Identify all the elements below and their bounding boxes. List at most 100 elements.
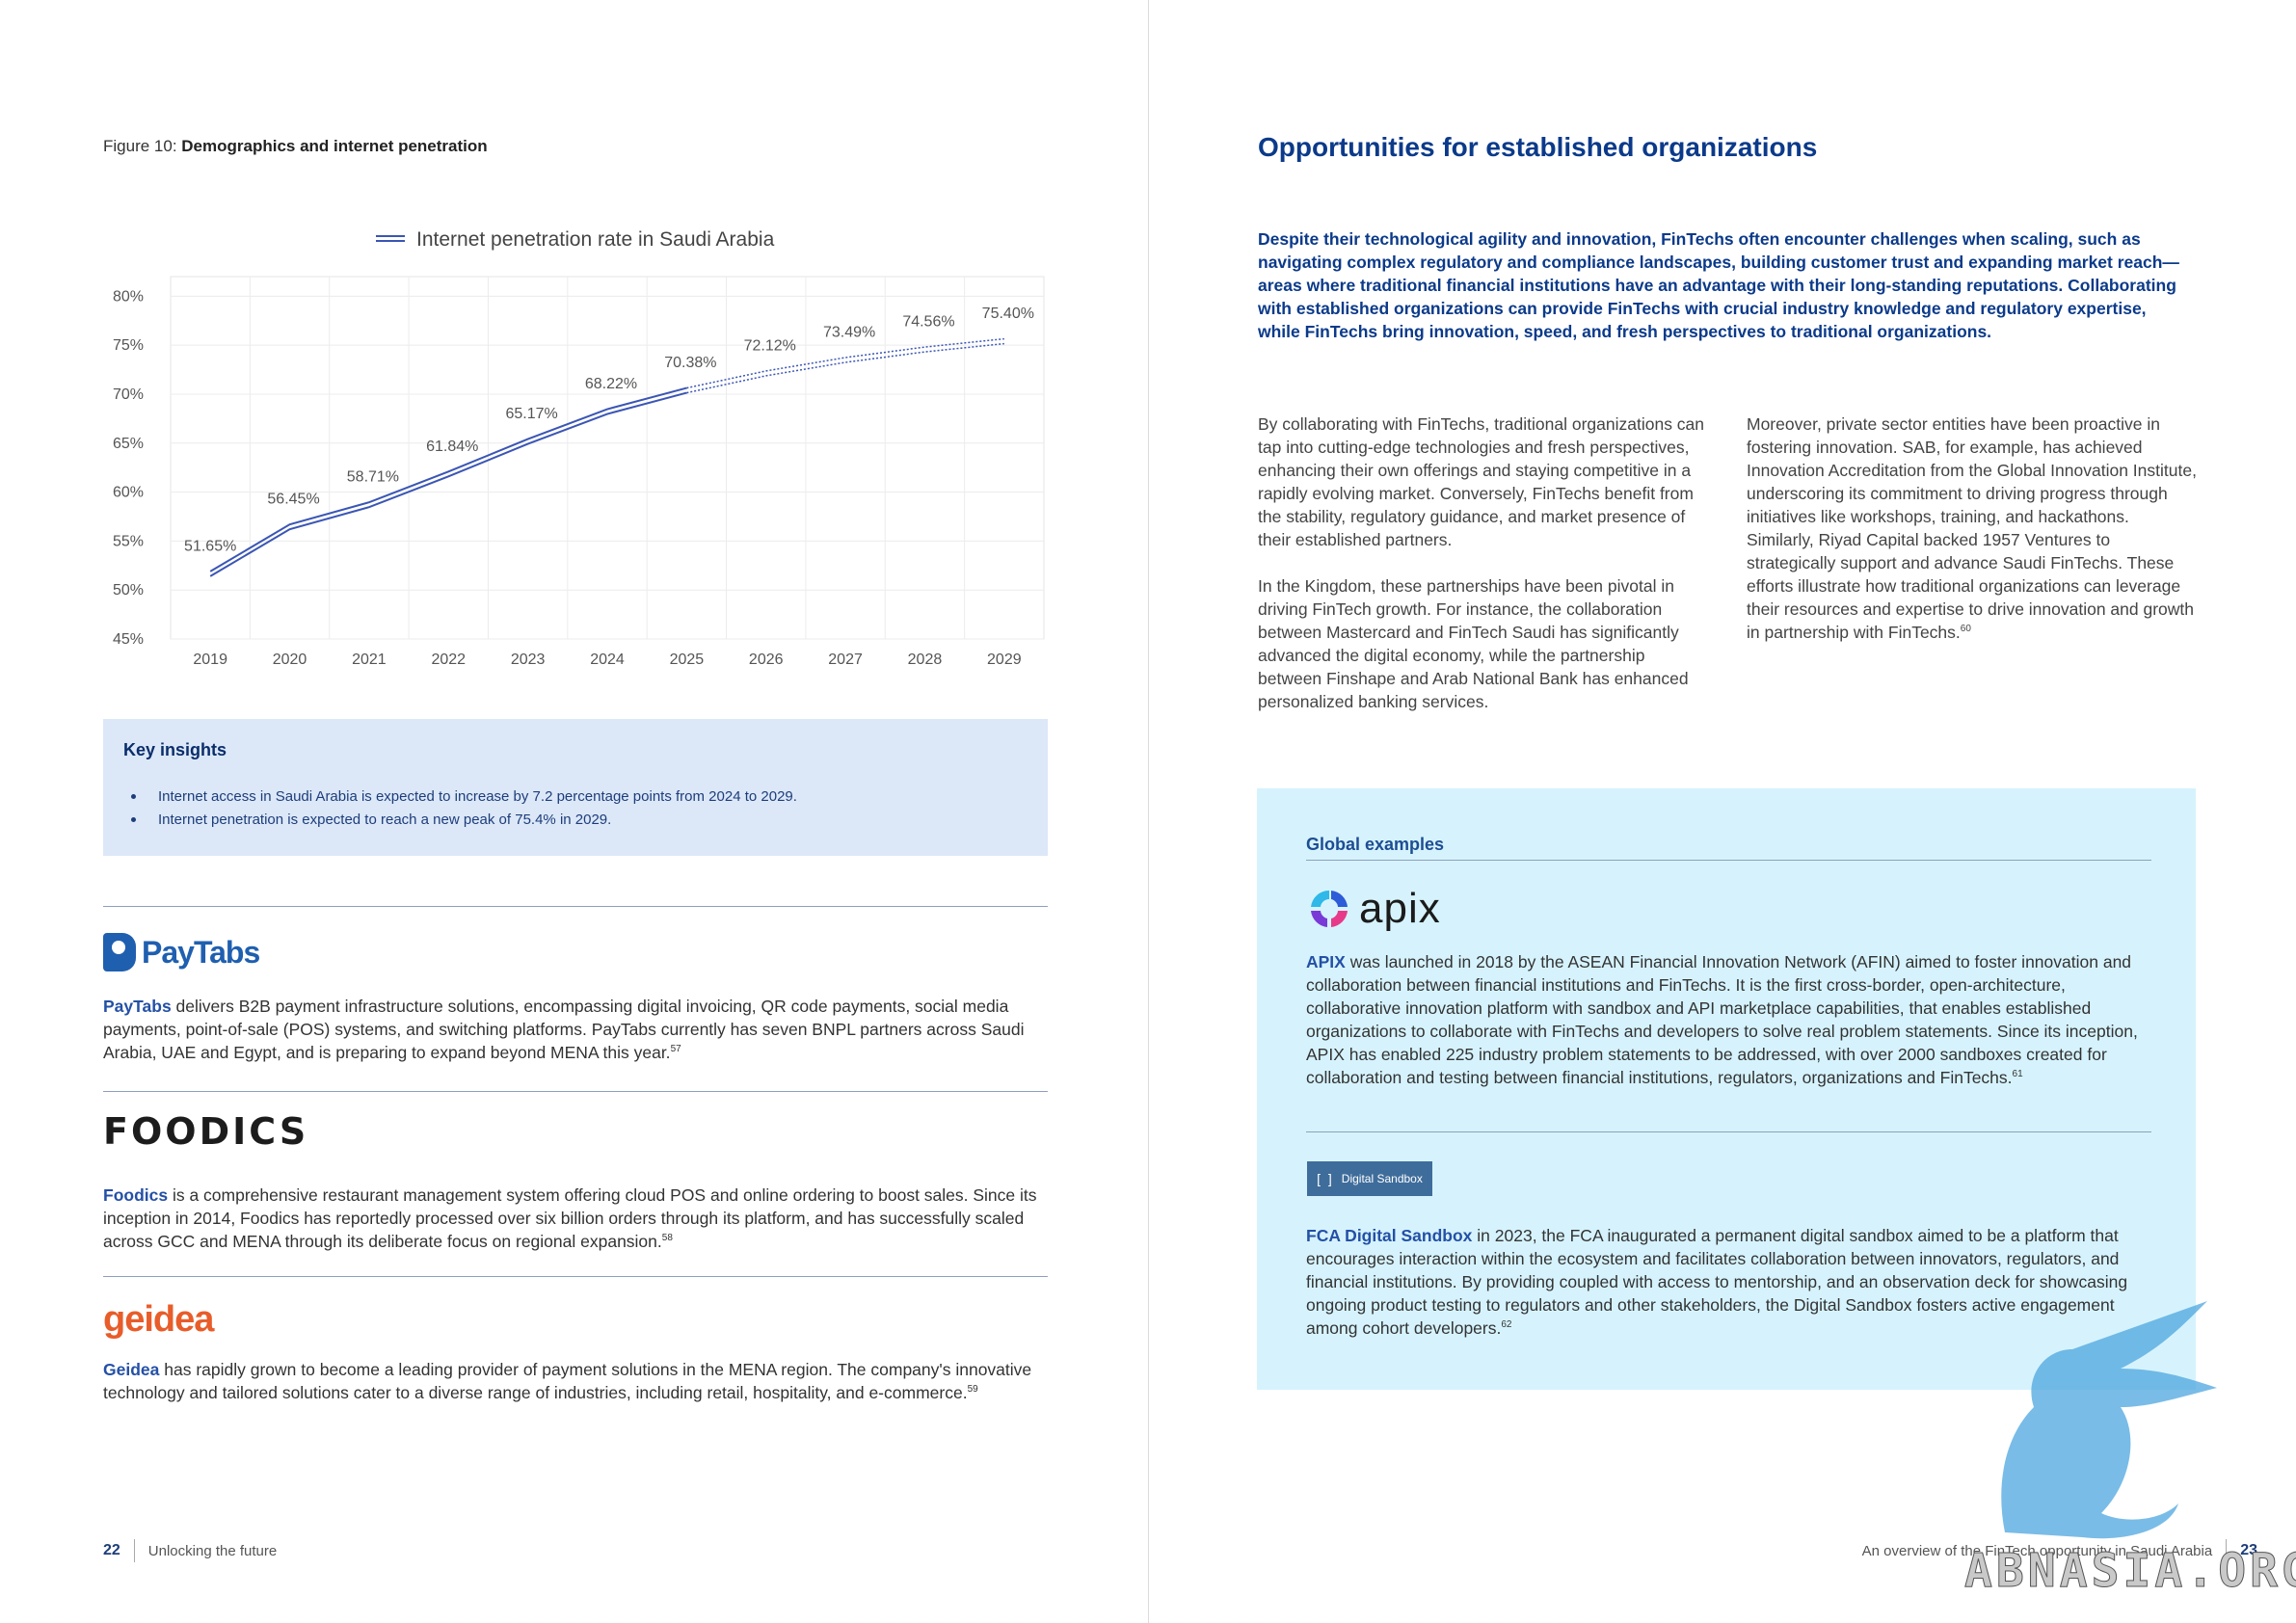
geidea-logo-text: geidea: [103, 1299, 214, 1340]
data-label: 61.84%: [426, 439, 478, 455]
apix-text: was launched in 2018 by the ASEAN Financ…: [1306, 952, 2138, 1087]
y-tick-label: 80%: [113, 288, 144, 305]
key-insight-item: Internet penetration is expected to reac…: [123, 809, 1028, 832]
x-tick-label: 2023: [511, 652, 546, 668]
data-label: 56.45%: [267, 492, 319, 508]
chart-data-labels: 51.65% 56.45% 58.71% 61.84% 65.17% 68.22% 70.3…: [184, 306, 1034, 554]
footer-text: Unlocking the future: [147, 1542, 278, 1559]
geidea-logo: geidea: [103, 1299, 1048, 1341]
sandbox-bracket-icon: [ ]: [1317, 1171, 1334, 1186]
x-tick-label: 2025: [670, 652, 705, 668]
foodics-text: is a comprehensive restaurant management…: [103, 1185, 1037, 1251]
series-line-forecast: [686, 337, 1004, 389]
x-tick-label: 2020: [273, 652, 307, 668]
y-tick-label: 55%: [113, 533, 144, 549]
global-examples-title: Global examples: [1306, 835, 1445, 854]
fca-name: FCA Digital Sandbox: [1306, 1226, 1473, 1245]
right-page: Opportunities for established organizati…: [1149, 0, 2296, 1623]
body-paragraph: Moreover, private sector entities have b…: [1747, 412, 2200, 644]
section-title: Opportunities for established organizati…: [1258, 132, 1818, 162]
data-label: 70.38%: [664, 355, 716, 371]
x-tick-label: 2027: [828, 652, 863, 668]
divider: [1306, 1131, 2151, 1132]
y-tick-label: 70%: [113, 386, 144, 403]
paytabs-logo-icon: [103, 933, 136, 971]
series-line-forecast: [686, 342, 1004, 394]
fca-text: in 2023, the FCA inaugurated a permanent…: [1306, 1226, 2128, 1338]
footnote-ref: 57: [670, 1044, 681, 1055]
data-label: 72.12%: [744, 337, 796, 354]
footnote-ref: 58: [661, 1233, 673, 1244]
foodics-name: Foodics: [103, 1185, 169, 1205]
data-label: 51.65%: [184, 538, 236, 554]
x-axis-ticks: 2019 2020 2021 2022 2023 2024 2025 2026 2027 2028…: [193, 652, 1021, 668]
data-label: 75.40%: [982, 306, 1034, 322]
apix-logo-text: apix: [1359, 885, 1441, 932]
y-tick-label: 50%: [113, 582, 144, 599]
body-paragraph: In the Kingdom, these partnerships have …: [1258, 576, 1689, 711]
paytabs-logo-text: PayTabs: [142, 934, 260, 970]
chart-series-lines: [209, 337, 1004, 577]
footer-separator: [133, 1539, 135, 1562]
fca-description: FCA Digital Sandbox in 2023, the FCA ina…: [1306, 1224, 2154, 1340]
divider: [1306, 860, 2151, 861]
data-label: 74.56%: [902, 314, 954, 331]
geidea-name: Geidea: [103, 1360, 160, 1379]
apix-logo: apix: [1307, 885, 1441, 933]
sandbox-badge-text: Digital Sandbox: [1341, 1172, 1423, 1185]
digital-sandbox-logo: [ ] Digital Sandbox: [1307, 1161, 1432, 1196]
geidea-text: has rapidly grown to become a leading pr…: [103, 1360, 1032, 1402]
watermark-text: ABNASIA.ORG: [1964, 1544, 2296, 1599]
company-geidea: geidea Geidea has rapidly grown to becom…: [103, 1299, 1048, 1404]
key-insight-item: Internet access in Saudi Arabia is expec…: [123, 785, 1028, 809]
figure-caption-prefix: Figure 10:: [103, 137, 182, 155]
paytabs-logo: PayTabs: [103, 933, 1048, 971]
left-page: Figure 10: Demographics and internet pen…: [103, 137, 1048, 1562]
foodics-logo: FOODICS: [103, 1110, 1048, 1153]
figure-caption: Figure 10: Demographics and internet pen…: [103, 137, 488, 156]
foodics-description: Foodics is a comprehensive restaurant ma…: [103, 1184, 1048, 1253]
footnote-ref: 62: [1501, 1319, 1512, 1331]
key-insights-box: Key insights Internet access in Saudi Ar…: [103, 719, 1048, 856]
section-lead: Despite their technological agility and …: [1258, 229, 2179, 341]
global-examples-box: Global examples apix APIX was launched i…: [1257, 788, 2196, 1390]
divider: [103, 1276, 1048, 1277]
page-gutter: [1147, 0, 1149, 1623]
internet-penetration-chart: Internet penetration rate in Saudi Arabi…: [113, 228, 1045, 668]
y-tick-label: 75%: [113, 337, 144, 354]
foodics-logo-text: FOODICS: [103, 1110, 309, 1153]
body-column-2: Moreover, private sector entities have b…: [1747, 412, 2200, 667]
company-foodics: FOODICS Foodics is a comprehensive resta…: [103, 1110, 1048, 1253]
y-axis-ticks: 45% 50% 55% 60% 65% 70% 75% 80%: [113, 288, 144, 648]
key-insights-list: Internet access in Saudi Arabia is expec…: [123, 785, 1028, 832]
footnote-ref: 60: [1960, 624, 1971, 635]
paytabs-name: PayTabs: [103, 997, 172, 1016]
paytabs-text: delivers B2B payment infrastructure solu…: [103, 997, 1025, 1062]
y-tick-label: 65%: [113, 436, 144, 452]
body-column-1: By collaborating with FinTechs, traditio…: [1258, 412, 1711, 736]
legend-label: Internet penetration rate in Saudi Arabi…: [416, 228, 775, 251]
company-paytabs: PayTabs PayTabs delivers B2B payment inf…: [103, 933, 1048, 1064]
footer-text: An overview of the FinTech opportunity i…: [1861, 1542, 2213, 1559]
apix-logo-icon: [1311, 890, 1348, 927]
griffin-watermark-icon: [2001, 1301, 2217, 1539]
series-line-actual: [209, 391, 687, 577]
body-paragraph-text: Moreover, private sector entities have b…: [1747, 414, 2197, 642]
plot-area-border: [170, 276, 1045, 640]
left-footer: 22 Unlocking the future: [103, 1539, 277, 1562]
right-footer: An overview of the FinTech opportunity i…: [1862, 1539, 2257, 1562]
apix-description: APIX was launched in 2018 by the ASEAN F…: [1306, 950, 2154, 1089]
chart-legend: Internet penetration rate in Saudi Arabi…: [376, 228, 775, 251]
data-label: 68.22%: [585, 376, 637, 392]
x-tick-label: 2019: [193, 652, 227, 668]
body-paragraph: By collaborating with FinTechs, traditio…: [1258, 414, 1705, 549]
x-tick-label: 2024: [590, 652, 625, 668]
x-tick-label: 2021: [352, 652, 387, 668]
x-tick-label: 2026: [749, 652, 784, 668]
divider: [103, 906, 1048, 907]
paytabs-description: PayTabs delivers B2B payment infrastruct…: [103, 995, 1048, 1064]
footnote-ref: 61: [2012, 1069, 2023, 1080]
y-tick-label: 60%: [113, 485, 144, 501]
y-tick-label: 45%: [113, 631, 144, 648]
page-number: 23: [2240, 1542, 2257, 1558]
